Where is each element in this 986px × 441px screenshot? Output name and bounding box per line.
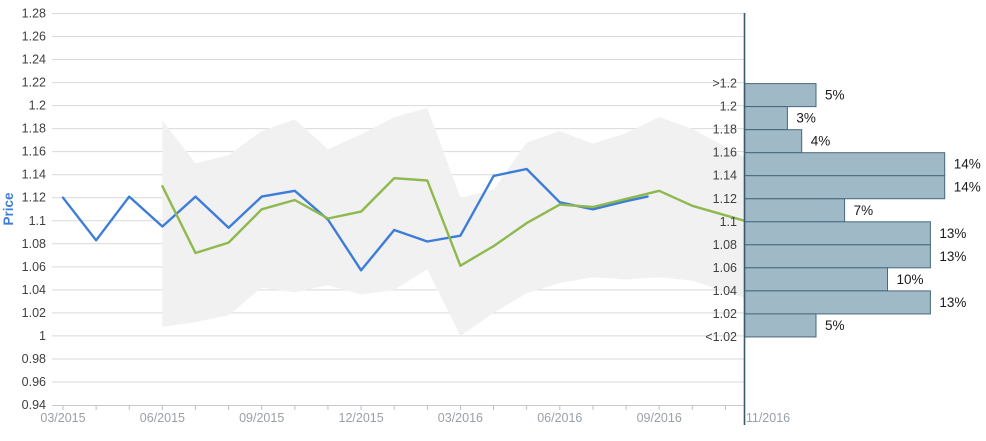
histogram-bar[interactable] [744,175,946,200]
histogram-bin-edge-label: >1.2 [712,77,737,91]
histogram-value-label: 5% [825,88,845,103]
x-axis [52,405,744,410]
axis-labels: 1.28 1.26 1.24 1.22 1.2 1.18 1.16 1.14 1.12 1.1 1.… [22,7,791,426]
y-axis-tick-label: 1.24 [22,53,46,67]
y-axis-tick-label: 1.18 [22,122,46,136]
histogram-bin-edge-label: 1.02 [713,307,737,321]
histogram-value-label: 5% [825,318,845,333]
forecast-price-line[interactable] [161,176,746,267]
histogram-value-label: 7% [854,203,874,218]
histogram-bin-edge-label: 1.12 [713,192,737,206]
y-axis-tick-label: 1.1 [29,214,46,228]
x-axis-tick-label: 06/2015 [140,411,185,425]
y-axis-tick-label: 1.2 [29,99,46,113]
histogram-value-label: 14% [954,180,981,195]
y-axis-tick-label: 0.96 [22,375,46,389]
histogram: 5% 3% 4% 14% 14% 7% 13% 13% 10% 13% 5% [743,13,981,425]
histogram-bin-edge-label: 1.1 [720,215,737,229]
histogram-bar[interactable] [744,290,931,315]
x-axis-tick-label: 03/2016 [438,411,483,425]
y-axis-tick-label: 1.26 [22,30,46,44]
confidence-band-area [162,107,745,336]
histogram-bin-edge-label: 1.2 [720,100,737,114]
histogram-bin-edge-label: 1.14 [713,169,737,183]
histogram-value-label: 13% [939,226,966,241]
histogram-bin-edge-label: 1.08 [713,238,737,252]
histogram-bar[interactable] [744,152,946,177]
histogram-bar[interactable] [744,83,817,108]
x-axis-tick-label: 09/2015 [239,411,284,425]
histogram-bar[interactable] [744,106,788,131]
x-axis-tick-label: 09/2016 [637,411,682,425]
y-axis-title: Price [1,192,16,226]
histogram-date-label: 11/2016 [746,411,790,425]
histogram-value-label: 13% [939,295,966,310]
x-axis-tick-label: 03/2015 [40,411,85,425]
y-axis-tick-label: 0.98 [22,352,46,366]
y-axis-tick-label: 1.16 [22,145,46,159]
y-axis-tick-label: 0.94 [22,398,46,412]
histogram-value-label: 4% [811,134,831,149]
price-lines [61,167,746,272]
histogram-bin-edge-label: 1.18 [713,123,737,137]
y-axis-tick-label: 1.28 [22,7,46,21]
histogram-bar[interactable] [744,244,931,269]
histogram-value-label: 3% [796,111,816,126]
actual-price-line[interactable] [61,167,649,272]
x-axis-tick-label: 12/2015 [339,411,384,425]
y-axis-tick-label: 1.08 [22,237,46,251]
histogram-value-label: 13% [939,249,966,264]
y-axis-tick-label: 1 [39,329,46,343]
confidence-band [162,107,745,336]
histogram-bar[interactable] [744,221,931,246]
histogram-bar[interactable] [744,129,803,154]
histogram-bar[interactable] [744,267,888,292]
histogram-bin-edge-label: 1.06 [713,261,737,275]
histogram-value-label: 10% [897,272,924,287]
y-axis-tick-label: 1.22 [22,76,46,90]
histogram-bin-edge-label: 1.04 [713,284,737,298]
histogram-bar[interactable] [744,198,846,223]
histogram-bin-edge-label: <1.02 [705,330,737,344]
histogram-value-label: 14% [954,157,981,172]
y-axis-tick-label: 1.02 [22,306,46,320]
y-axis-tick-label: 1.04 [22,283,46,297]
histogram-bin-edge-label: 1.16 [713,146,737,160]
y-axis-tick-label: 1.12 [22,191,46,205]
x-axis-tick-label: 06/2016 [537,411,582,425]
y-axis-tick-label: 1.14 [22,168,46,182]
y-axis-tick-label: 1.06 [22,260,46,274]
histogram-bar[interactable] [744,313,817,338]
